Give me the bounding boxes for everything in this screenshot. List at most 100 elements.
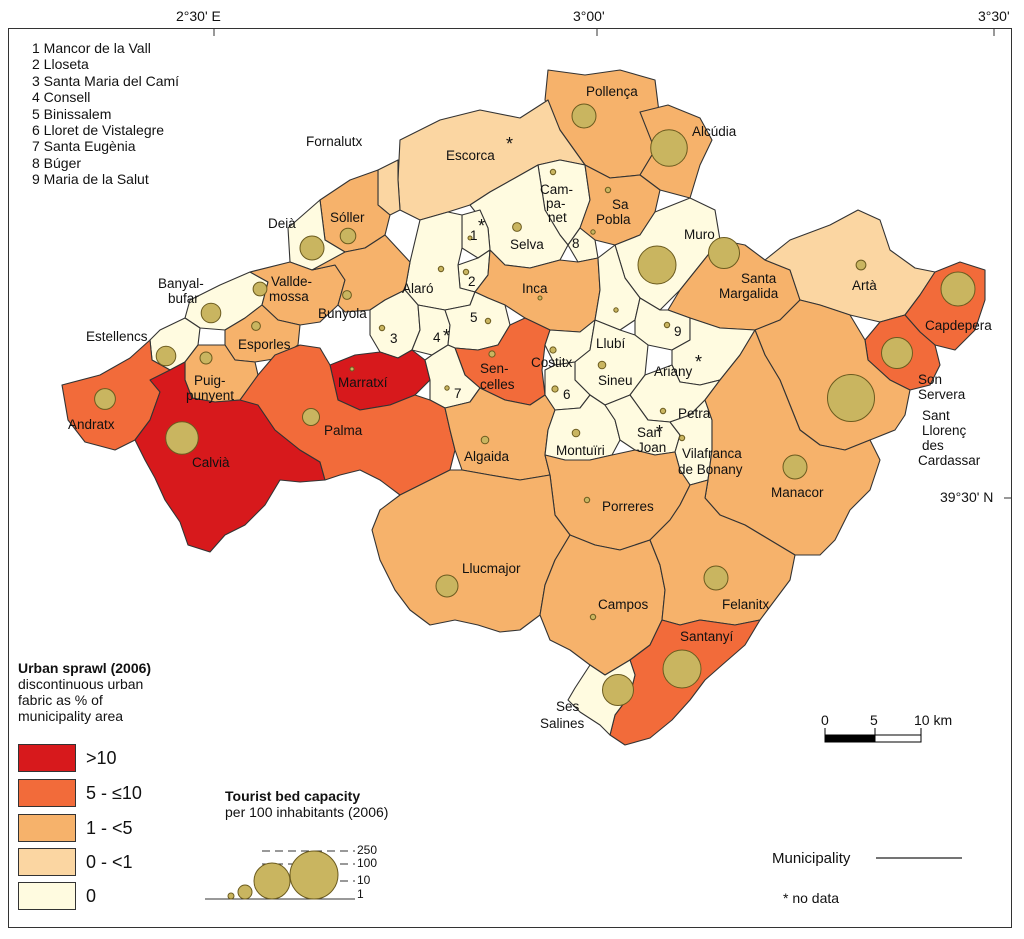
numbered-municipality-key: 1 Mancor de la Vall 2 Lloseta 3 Santa Ma… — [32, 40, 179, 188]
map-label-valldemossa_2: mossa — [269, 289, 309, 304]
map-label-sonservera_2: Servera — [918, 387, 966, 402]
municipality-llucmajor — [371, 469, 571, 633]
sprawl-legend-subtitle-line: fabric as % of — [18, 692, 103, 708]
bed-capacity-bubble — [378, 324, 386, 332]
map-label-n9: 9 — [674, 324, 682, 339]
bed-capacity-bubble — [662, 649, 702, 689]
scale-label: 5 — [870, 712, 878, 728]
bed-legend-value: 250 — [357, 843, 378, 857]
map-label-n1: 1 — [470, 228, 478, 243]
map-label-n8: 8 — [572, 236, 580, 251]
map-label-capdepera: Capdepera — [925, 318, 992, 333]
bed-legend-value: 1 — [357, 887, 364, 901]
map-label-marratxí: Marratxí — [338, 375, 388, 390]
bed-capacity-bubble — [613, 307, 619, 313]
bed-legend-title: Tourist bed capacity — [225, 788, 361, 804]
map-label-andratx: Andratx — [68, 417, 115, 432]
lon-tick-label: 2°30' E — [176, 8, 221, 24]
map-label-manacor: Manacor — [771, 485, 824, 500]
map-label-sencelles_2: celles — [480, 377, 515, 392]
no-data-star: * — [478, 216, 485, 236]
map-label-estellencs: Estellencs — [86, 329, 148, 344]
map-label-campanet_1: Cam- — [540, 182, 573, 197]
urban-sprawl-legend: Urban sprawl (2006) discontinuous urban … — [18, 660, 198, 910]
bed-capacity-bubble — [650, 129, 688, 167]
map-label-deià: Deià — [268, 216, 296, 231]
map-label-n2: 2 — [468, 274, 476, 289]
bed-capacity-bubble — [339, 227, 357, 245]
sprawl-class-row: 0 - <1 — [18, 848, 133, 876]
map-label-inca: Inca — [522, 281, 548, 296]
map-label-algaida: Algaida — [464, 449, 510, 464]
map-label-banyalbufar_1: Banyal- — [158, 276, 204, 291]
bed-capacity-bubble — [881, 337, 913, 369]
legend-bubble-10 — [237, 884, 253, 900]
key-item: 1 Mancor de la Vall — [32, 40, 151, 56]
lat-tick-label: 39°30' N — [940, 489, 994, 505]
sprawl-swatch — [18, 848, 76, 876]
bed-legend-subtitle: per 100 inhabitants (2006) — [225, 804, 389, 820]
bed-capacity-bubble — [200, 302, 222, 324]
sprawl-class-row: 0 — [18, 882, 96, 910]
map-label-santllorenc_2: Llorenç — [922, 423, 967, 438]
no-data-star: * — [656, 422, 663, 442]
sprawl-class-label: 0 — [86, 885, 97, 906]
map-label-n5: 5 — [470, 310, 478, 325]
bed-capacity-bubble — [782, 454, 808, 480]
bed-capacity-bubble — [512, 222, 522, 232]
bed-capacity-bubble — [251, 321, 261, 331]
map-label-valldemossa_1: Vallde- — [271, 274, 312, 289]
bed-legend-value: 10 — [357, 873, 371, 887]
bed-capacity-bubble — [94, 388, 116, 410]
lon-tick-label: 3°30' — [978, 8, 1010, 24]
map-label-llubí: Llubí — [596, 336, 626, 351]
map-label-alaró: Alaró — [402, 281, 434, 296]
map-label-santllorenc_1: Sant — [922, 408, 950, 423]
bed-capacity-bubble — [583, 496, 591, 504]
municipality-montuïri — [544, 394, 621, 461]
bed-capacity-bubble — [549, 346, 557, 354]
sprawl-class-row: 5 - ≤10 — [18, 779, 142, 807]
sprawl-swatch — [18, 882, 76, 910]
map-label-escorca: Escorca — [446, 148, 495, 163]
map-label-muro: Muro — [684, 227, 715, 242]
sprawl-legend-subtitle-line: municipality area — [18, 708, 124, 724]
map-label-banyalbufar_2: bufar — [168, 291, 199, 306]
bed-capacity-bubble — [199, 351, 213, 365]
sprawl-legend-subtitle-line: discontinuous urban — [18, 676, 144, 692]
bed-capacity-bubble — [678, 434, 686, 442]
municipality-fornalutx — [377, 159, 401, 216]
map-label-puigpunyent_1: Puig- — [194, 373, 226, 388]
map-label-sencelles_1: Sen- — [480, 361, 509, 376]
bed-capacity-bubble — [435, 574, 459, 598]
bed-capacity-bubble — [299, 235, 325, 261]
bed-capacity-legend: Tourist bed capacity per 100 inhabitants… — [225, 788, 388, 820]
bed-capacity-bubble — [484, 317, 492, 325]
bed-capacity-bubble — [659, 407, 667, 415]
bed-capacity-bubble — [940, 271, 976, 307]
no-data-star: * — [695, 352, 702, 372]
bed-capacity-bubble — [597, 360, 607, 370]
municipality-valldemossa — [249, 261, 346, 326]
map-label-ariany: Ariany — [654, 364, 693, 379]
key-item: 6 Lloret de Vistalegre — [32, 122, 165, 139]
bed-capacity-bubble — [604, 186, 612, 194]
key-item: 7 Santa Eugènia — [32, 138, 136, 155]
map-label-calvià: Calvià — [192, 455, 230, 470]
map-label-sanjoan_2: Joan — [637, 440, 666, 455]
map-label-montuïri: Montuïri — [556, 443, 605, 458]
scale-label: 10 km — [914, 712, 953, 728]
map-label-santamargalida_2: Margalida — [719, 286, 779, 301]
sprawl-swatch — [18, 814, 76, 842]
map-label-n6: 6 — [563, 387, 571, 402]
no-data-star: * — [506, 134, 513, 154]
bed-capacity-bubble — [444, 385, 450, 391]
map-label-felanitx: Felanitx — [722, 597, 770, 612]
key-item: 3 Santa Maria del Camí — [32, 72, 180, 89]
bed-capacity-bubble — [703, 565, 729, 591]
bed-capacity-bubble — [467, 235, 473, 241]
sprawl-legend-title: Urban sprawl (2006) — [18, 660, 152, 676]
map-label-sapobla_1: Sa — [612, 197, 629, 212]
map-label-esporles: Esporles — [238, 337, 291, 352]
map-label-n3: 3 — [390, 331, 398, 346]
